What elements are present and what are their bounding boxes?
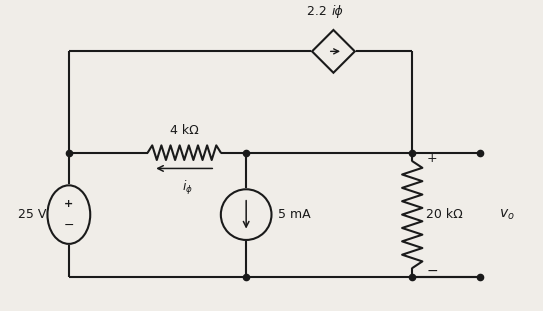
- Text: −: −: [426, 264, 438, 278]
- Text: 2.2: 2.2: [307, 5, 331, 18]
- Text: +: +: [64, 199, 73, 210]
- Text: 5 mA: 5 mA: [278, 208, 311, 221]
- Text: −: −: [64, 219, 74, 232]
- Text: $i_\phi$: $i_\phi$: [181, 179, 193, 197]
- Text: 20 kΩ: 20 kΩ: [426, 208, 463, 221]
- Text: $v_o$: $v_o$: [500, 207, 515, 222]
- Text: 25 V: 25 V: [18, 208, 47, 221]
- Text: 4 kΩ: 4 kΩ: [170, 124, 199, 137]
- Text: +: +: [426, 152, 437, 165]
- Text: iϕ: iϕ: [331, 5, 343, 18]
